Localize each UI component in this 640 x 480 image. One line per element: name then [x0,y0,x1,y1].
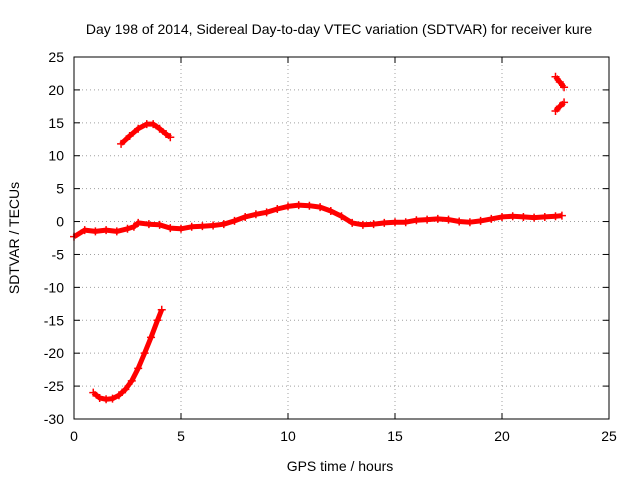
data-point [369,220,378,229]
y-tick-label: 15 [48,115,64,131]
data-point [433,214,442,223]
y-tick-label: 25 [48,49,64,65]
data-point [294,201,303,210]
data-point [112,227,121,236]
data-point [508,212,517,221]
data-point [551,106,560,115]
y-axis-label: SDTVAR / TECUs [6,182,22,294]
data-point [487,214,496,223]
data-series [70,72,569,404]
y-tick-label: 10 [48,148,64,164]
data-point [530,213,539,222]
data-point [219,220,228,229]
data-point [134,364,143,373]
y-tick-label: 0 [56,214,64,230]
data-point [284,202,292,211]
data-point [557,211,566,220]
data-point [114,391,123,400]
data-point [455,217,464,226]
data-point [519,212,528,221]
series-main-trace [72,202,563,239]
data-point [551,72,560,81]
data-point [337,212,346,221]
data-point [127,376,136,385]
data-point [316,203,325,212]
data-point [149,120,158,129]
data-point [144,220,153,229]
series-lower-curve [91,308,165,402]
data-point [251,210,260,219]
data-point [326,207,335,216]
plot-frame [73,56,610,420]
data-point [121,385,130,394]
y-tick-label: -5 [52,246,65,262]
data-point [412,216,421,225]
data-point [498,212,506,221]
data-point [91,227,100,236]
data-point [560,83,569,92]
x-tick-label: 5 [177,428,185,444]
data-point [423,215,432,224]
y-tick-label: -25 [44,378,64,394]
data-point [401,218,410,227]
grid [74,57,609,419]
data-point [80,226,89,235]
data-point [108,394,117,403]
data-point [230,216,239,225]
data-point [241,212,250,221]
data-point [187,222,196,231]
data-point [134,218,143,227]
data-point [166,133,175,142]
data-point [140,349,149,358]
data-point [391,218,399,227]
data-point [465,218,474,227]
data-point [147,333,156,342]
data-point [155,220,164,229]
data-point [555,102,564,111]
y-tick-label: 20 [48,82,64,98]
data-point [177,224,185,233]
data-point [348,218,357,227]
data-point [153,316,162,325]
data-point [560,98,569,107]
data-point [129,222,138,231]
data-point [198,222,207,231]
data-point [162,130,171,139]
data-point [444,215,453,224]
x-axis-label: GPS time / hours [287,458,394,474]
data-point [262,208,271,217]
x-tick-label: 0 [70,428,78,444]
data-point [117,139,126,148]
y-tick-label: -20 [44,345,64,361]
data-point [125,131,134,140]
data-point [166,224,175,233]
y-tick-label: -15 [44,312,64,328]
data-point [95,393,104,402]
data-point [540,212,549,221]
data-point [476,216,485,225]
data-point [209,221,218,230]
x-tick-label: 10 [280,428,296,444]
data-point [358,220,367,229]
x-tick-label: 25 [601,428,617,444]
data-point [123,224,132,233]
chart-title: Day 198 of 2014, Sidereal Day-to-day VTE… [86,21,592,37]
data-point [273,205,282,214]
data-point [89,388,98,397]
axis-ticks: 0 5 10 15 20 25 -30 -25 -20 -15 -10 -5 0 5 10 15 20 25 [44,49,617,444]
y-tick-label: 5 [56,181,64,197]
y-tick-label: -10 [44,279,64,295]
data-point [555,78,564,87]
x-tick-label: 20 [494,428,510,444]
data-point [134,124,143,133]
data-point [155,124,164,133]
y-tick-label: -30 [44,411,64,427]
data-point [102,226,111,235]
data-point [305,201,314,210]
data-point [157,305,166,314]
data-point [380,218,389,227]
x-tick-label: 15 [387,428,403,444]
